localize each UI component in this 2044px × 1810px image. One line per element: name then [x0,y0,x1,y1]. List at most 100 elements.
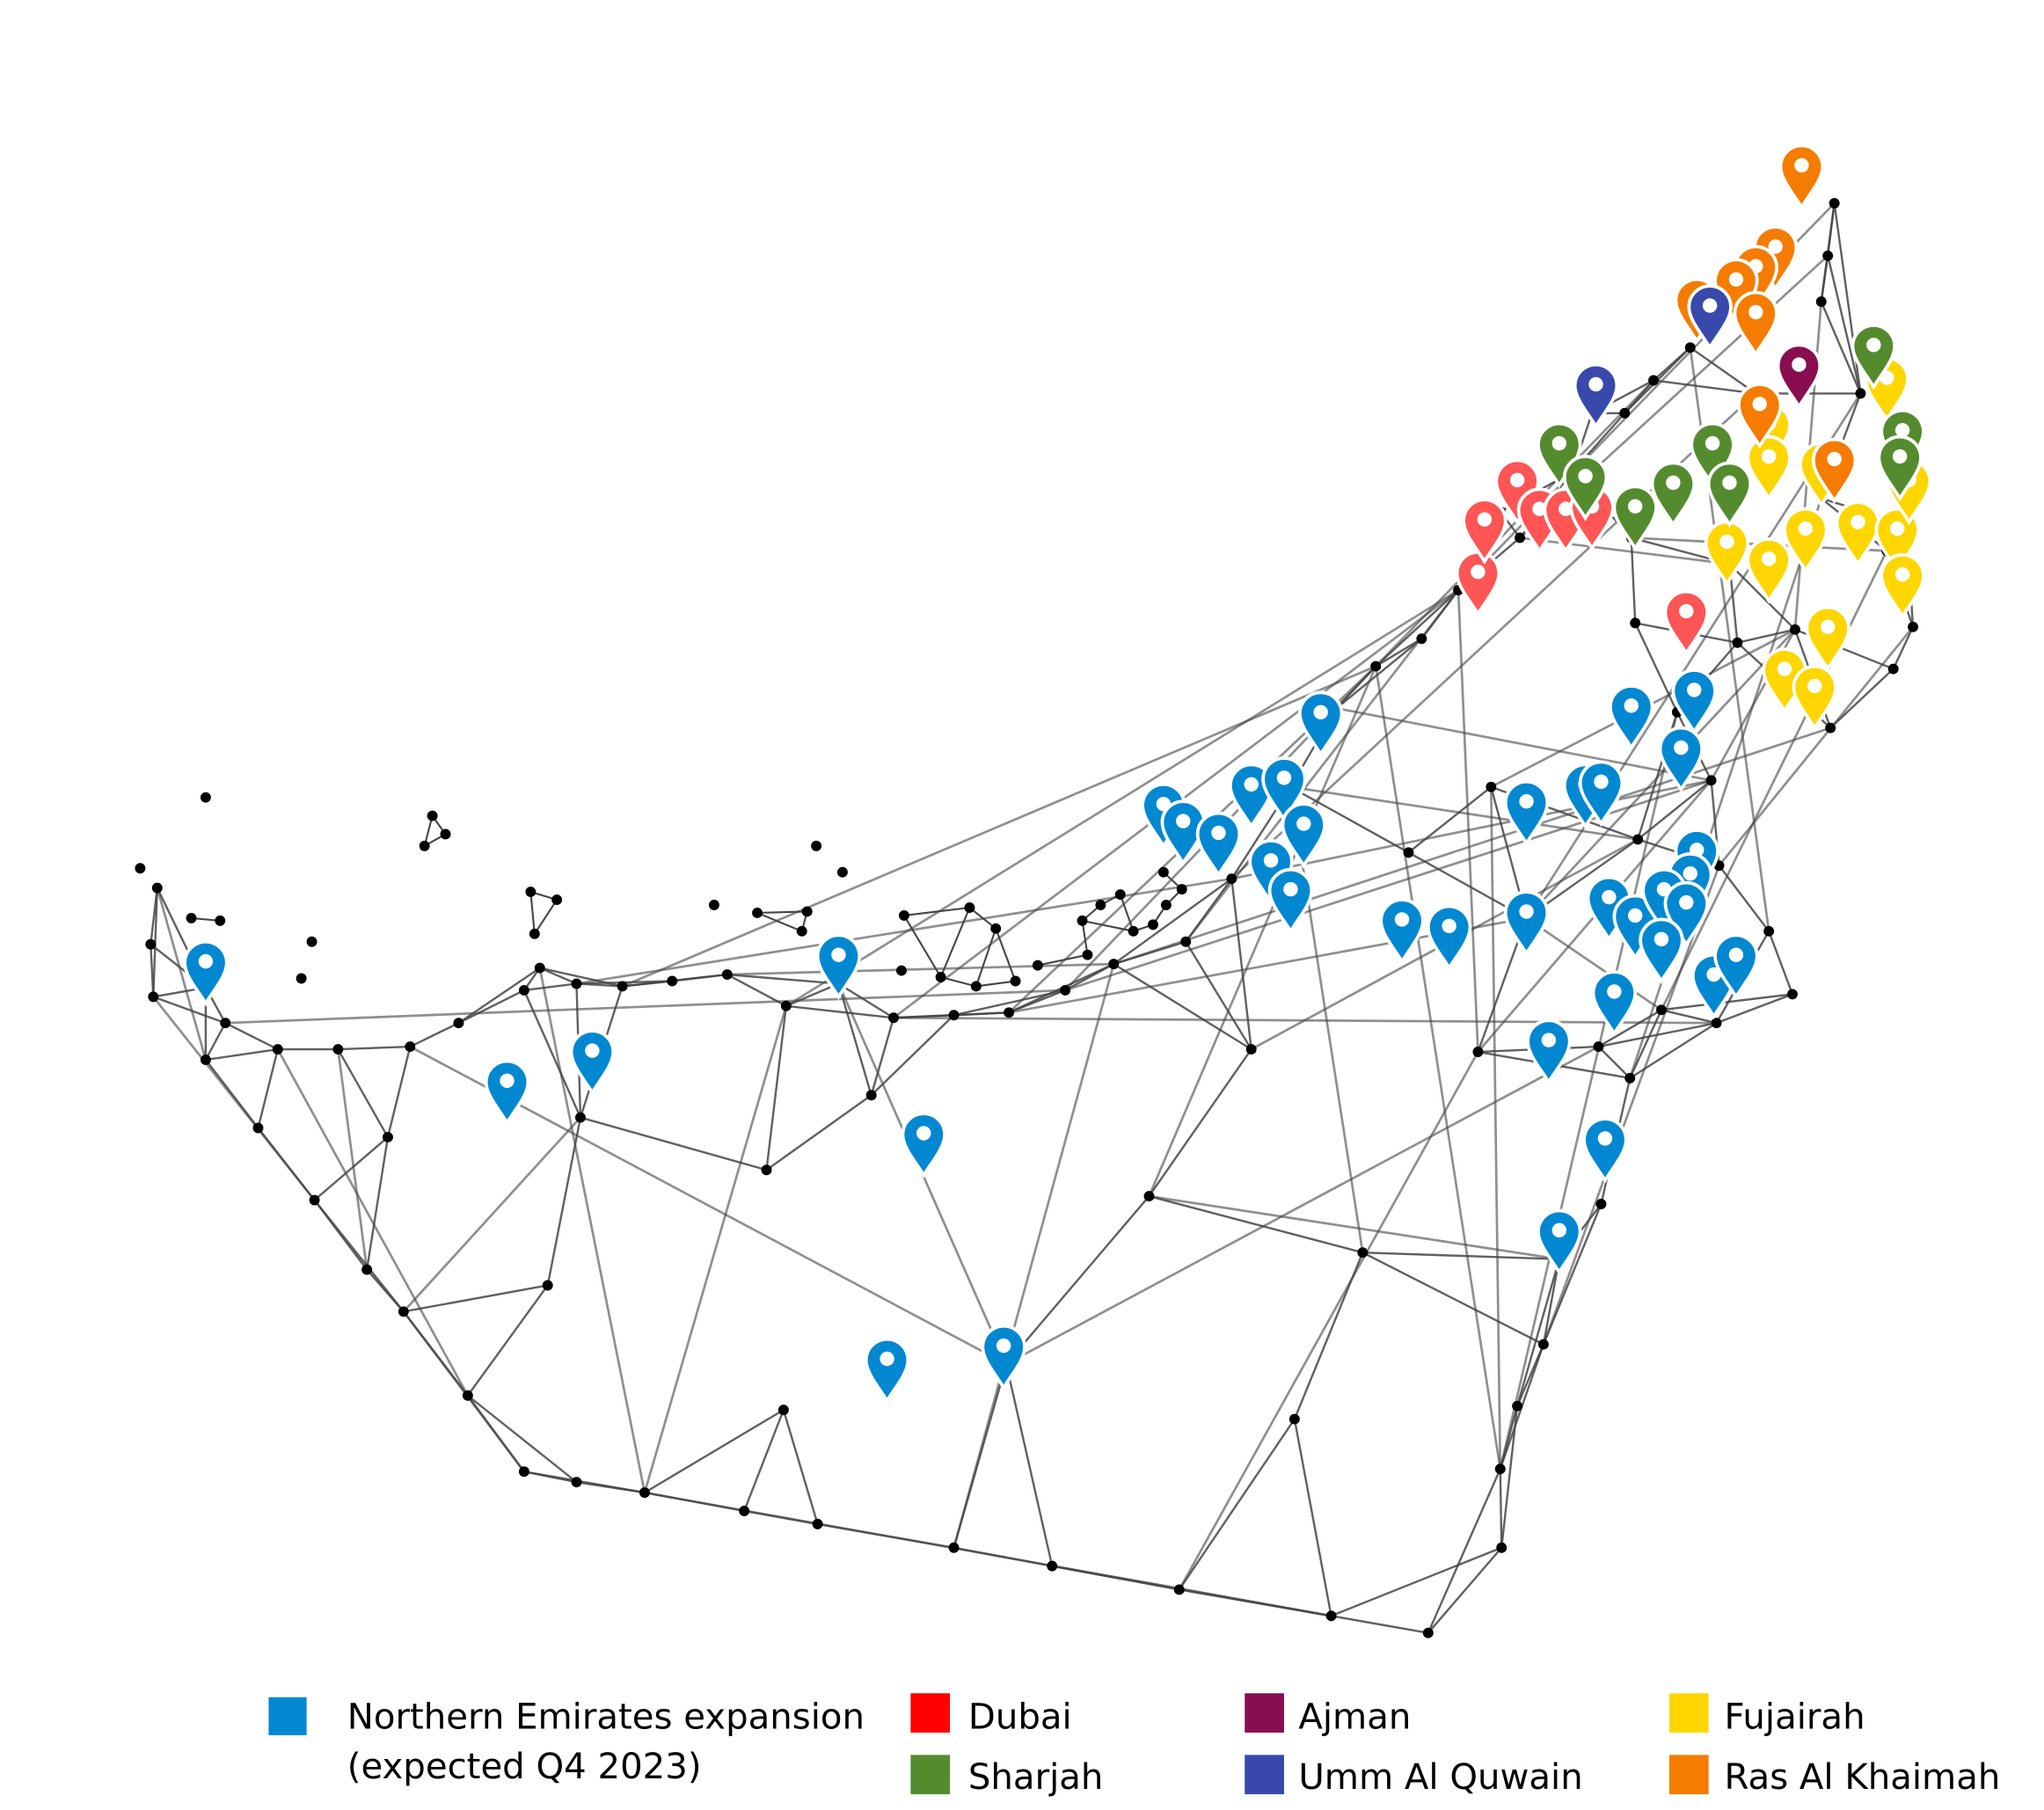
network-edge [338,1045,411,1051]
map-pin-fujairah[interactable] [1792,664,1837,732]
network-edge [1515,1259,1560,1407]
map-pin-expansion[interactable] [1582,1117,1628,1184]
network-node [1357,1247,1369,1259]
map-pin-expansion[interactable] [1671,668,1717,735]
map-pin-fujairah[interactable] [1746,434,1792,502]
map-pin-fujairah[interactable] [1805,605,1851,673]
pin-marker-icon [1261,756,1307,823]
map-pin-expansion[interactable] [1537,1208,1582,1276]
map-pin-sharjah[interactable] [1877,434,1923,502]
pin-hole [1588,376,1603,392]
map-pin-ajman[interactable] [1776,343,1822,410]
map-pin-sharjah[interactable] [1706,461,1753,529]
network-node [1472,1047,1484,1057]
map-pin-expansion[interactable] [1526,1018,1572,1085]
map-pin-fujairah[interactable] [1783,507,1829,574]
map-pin-expansion[interactable] [183,939,229,1007]
map-pin-expansion[interactable] [1503,780,1550,847]
map-pin-rak[interactable] [1811,437,1858,505]
network-node [1416,633,1427,645]
network-node [1537,1339,1549,1350]
map-pin-sharjah[interactable] [1690,421,1735,489]
pin-hole [1653,931,1669,946]
map-pin-fujairah[interactable] [1874,507,1920,574]
map-pin-expansion[interactable] [1379,898,1425,965]
map-pin-expansion[interactable] [815,933,862,1001]
network-edge [953,989,1066,1017]
map-pin-expansion[interactable] [864,1337,910,1405]
map-pin-fujairah[interactable] [1762,647,1807,714]
pin-marker-icon [1455,551,1501,617]
network-node [888,1012,899,1024]
map-pin-expansion[interactable] [1281,802,1326,869]
map-pin-rak[interactable] [1737,383,1783,449]
network-node [272,1044,283,1055]
map-pin-sharjah[interactable] [1650,461,1697,529]
map-pin-sharjah[interactable] [1562,455,1609,522]
pin-marker-icon [1609,684,1654,751]
map-pin-expansion[interactable] [1195,811,1242,879]
map-pin-expansion[interactable] [1267,867,1314,935]
map-pin-expansion[interactable] [1639,917,1684,985]
pin-marker-icon [1778,143,1825,211]
network-node [1082,949,1093,960]
pin-hole [1889,521,1905,536]
network-edge [204,1022,227,1061]
network-edge [782,1409,819,1525]
map-pin-fujairah[interactable] [1880,553,1925,620]
map-pin-expansion[interactable] [1261,756,1307,823]
network-node [571,1477,582,1488]
map-pin-fujairah[interactable] [1704,520,1750,588]
network-edge [1629,1009,1663,1079]
network-node [1496,1542,1507,1553]
map-pin-fujairah[interactable] [1746,537,1792,604]
map-pin-expansion[interactable] [1658,726,1705,793]
map-pin-expansion[interactable] [1609,684,1654,751]
network-node [1732,637,1743,648]
map-pin-dubai[interactable] [1663,589,1709,657]
network-edge [1768,931,1794,995]
network-edge [1525,628,1796,919]
map-pin-expansion[interactable] [901,1112,946,1179]
network-node [780,1000,792,1011]
map-pin-expansion[interactable] [1426,904,1472,972]
network-edge [1082,919,1134,932]
map-pin-uaq[interactable] [1573,362,1619,430]
map-pin-expansion[interactable] [1591,970,1638,1037]
pin-hole [1827,451,1842,467]
pin-hole [1687,682,1702,697]
map-pin-dubai[interactable] [1462,498,1507,565]
map-pin-dubai[interactable] [1455,551,1501,617]
network-edge [313,1136,389,1201]
network-edge [1597,1046,1632,1079]
pin-marker-icon [183,939,229,1007]
pin-hole [1807,678,1822,694]
map-pin-fujairah[interactable] [1835,500,1881,567]
map-pin-expansion[interactable] [1713,933,1759,1001]
map-pin-expansion[interactable] [569,1029,616,1096]
map-pin-sharjah[interactable] [1612,485,1658,551]
map-pin-rak[interactable] [1778,143,1825,211]
network-edge [1331,1615,1429,1634]
network-edge [257,1048,279,1128]
pin-hole [500,1073,515,1089]
map-pin-expansion[interactable] [1663,880,1709,948]
network-node [186,912,197,923]
map-pin-sharjah[interactable] [1851,324,1897,390]
map-pin-expansion[interactable] [981,1324,1026,1391]
network-edge [726,973,839,985]
map-pin-expansion[interactable] [1503,890,1550,957]
network-node [1619,407,1631,419]
map-pin-expansion[interactable] [484,1059,530,1127]
legend-label-expansion: Northern Emirates expansion [347,1697,865,1738]
map-pin-rak[interactable] [1733,290,1778,358]
pin-marker-icon [901,1112,946,1179]
network-edge [726,962,1114,976]
map-pin-expansion[interactable] [1578,760,1624,828]
network-edge [1427,1468,1501,1634]
map-pin-uaq[interactable] [1687,284,1733,351]
map-pin-expansion[interactable] [1297,690,1344,758]
map-pin-sharjah[interactable] [1537,421,1582,489]
network-node [148,991,159,1003]
pin-hole [1748,304,1763,320]
